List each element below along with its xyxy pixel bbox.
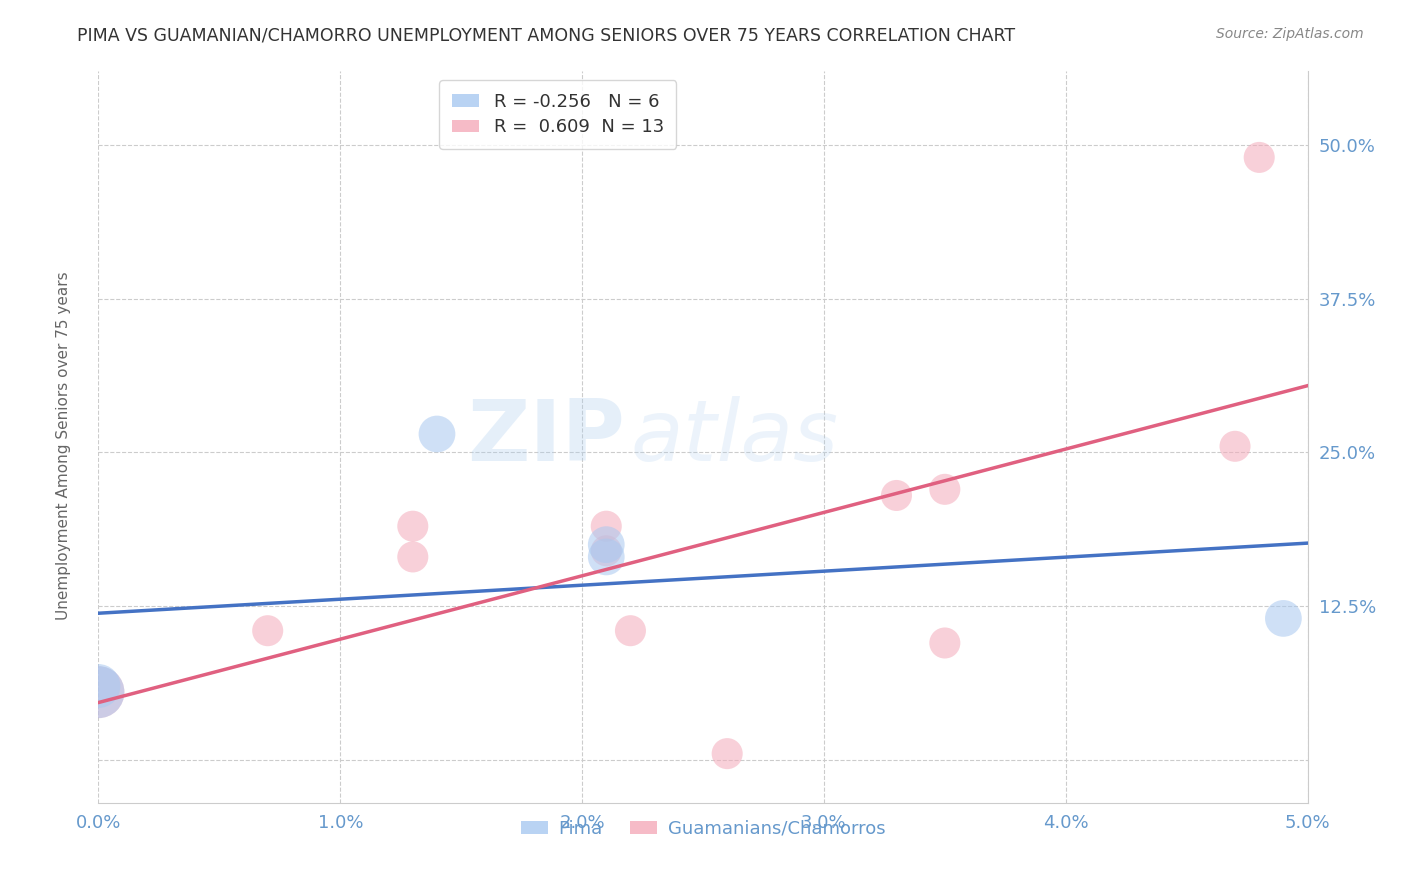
Point <box>1272 611 1295 625</box>
Point <box>402 549 425 564</box>
Point <box>402 519 425 533</box>
Text: Unemployment Among Seniors over 75 years: Unemployment Among Seniors over 75 years <box>56 272 70 620</box>
Point <box>716 747 738 761</box>
Point <box>426 427 449 442</box>
Point <box>595 549 617 564</box>
Text: PIMA VS GUAMANIAN/CHAMORRO UNEMPLOYMENT AMONG SENIORS OVER 75 YEARS CORRELATION : PIMA VS GUAMANIAN/CHAMORRO UNEMPLOYMENT … <box>77 27 1015 45</box>
Legend: Pima, Guamanians/Chamorros: Pima, Guamanians/Chamorros <box>513 813 893 845</box>
Text: Source: ZipAtlas.com: Source: ZipAtlas.com <box>1216 27 1364 41</box>
Point <box>595 543 617 558</box>
Point <box>934 636 956 650</box>
Point <box>934 483 956 497</box>
Point <box>87 679 110 693</box>
Point <box>595 519 617 533</box>
Point <box>595 538 617 552</box>
Text: ZIP: ZIP <box>467 395 624 479</box>
Point <box>1223 439 1246 453</box>
Point <box>87 685 110 699</box>
Point <box>87 685 110 699</box>
Point <box>619 624 641 638</box>
Text: atlas: atlas <box>630 395 838 479</box>
Point <box>1249 150 1271 164</box>
Point <box>256 624 278 638</box>
Point <box>886 488 908 502</box>
